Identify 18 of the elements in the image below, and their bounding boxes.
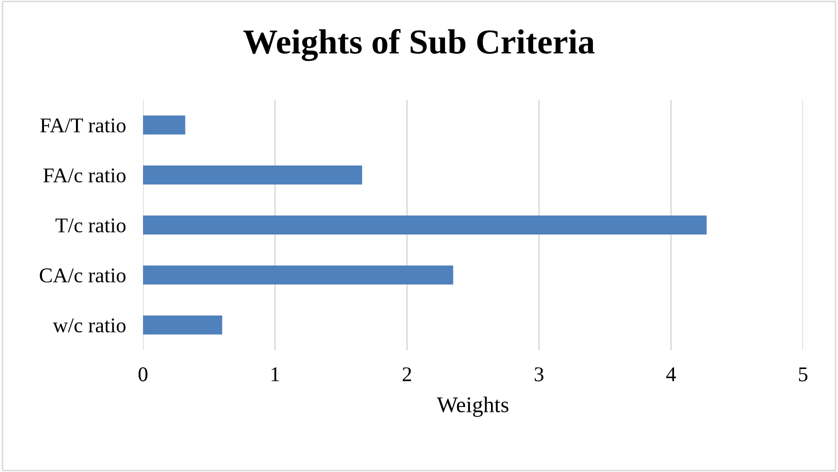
chart-title: Weights of Sub Criteria: [243, 28, 594, 62]
y-tick-label: CA/c ratio: [40, 268, 126, 282]
x-tick-label: 0: [138, 367, 148, 382]
bar: [143, 216, 707, 234]
x-tick-label: 1: [272, 367, 279, 382]
y-tick-label: T/c ratio: [56, 218, 126, 232]
y-tick-label: FA/T ratio: [40, 118, 126, 132]
bar: [143, 116, 186, 134]
y-tick-label: FA/c ratio: [43, 168, 126, 182]
x-tick-label: 2: [402, 367, 412, 382]
bar: [143, 266, 454, 284]
bar: [143, 316, 222, 334]
bar: [143, 166, 362, 184]
x-tick-label: 5: [799, 367, 808, 382]
x-tick-label: 3: [534, 367, 544, 382]
x-axis-title: Weights: [436, 396, 508, 417]
y-tick-label: w/c ratio: [52, 318, 126, 332]
x-tick-label: 4: [666, 367, 676, 382]
